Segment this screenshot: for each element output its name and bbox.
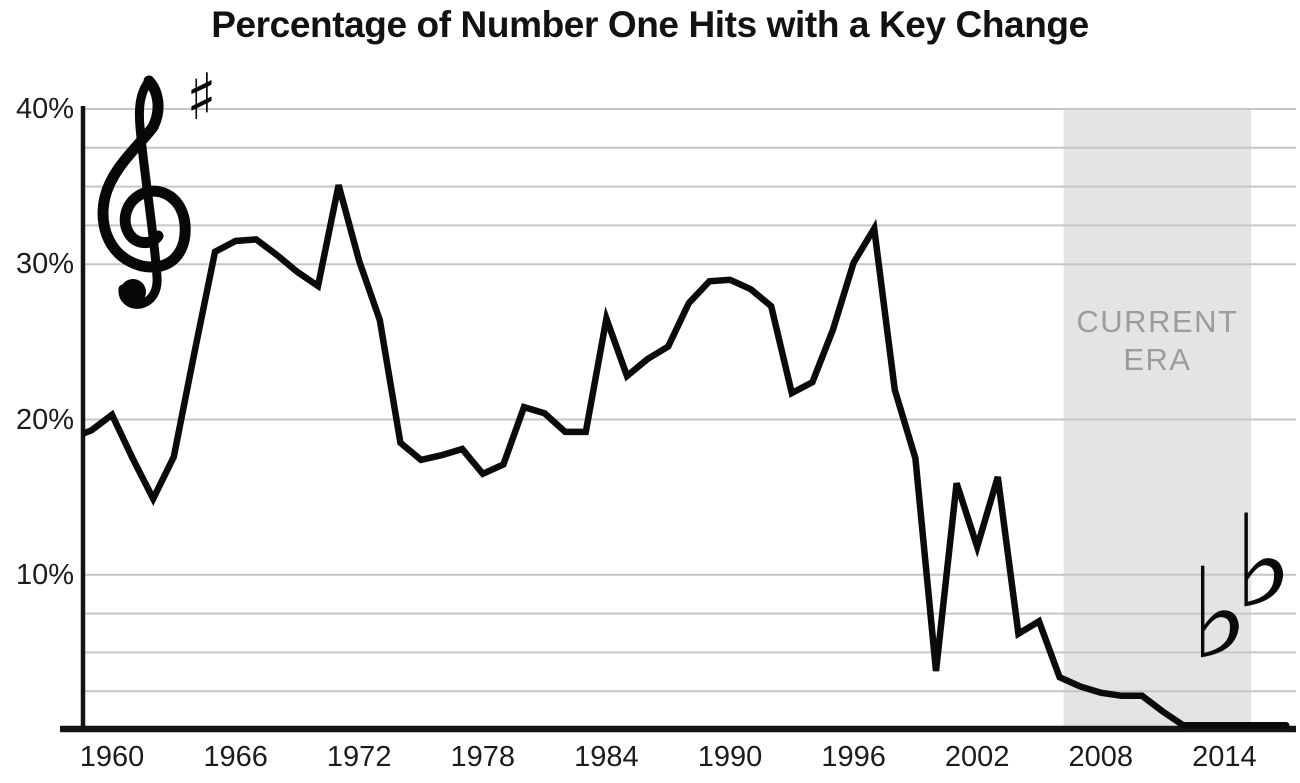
page-title: Percentage of Number One Hits with a Key…: [211, 4, 1089, 45]
key-change-data-line: [83, 184, 1290, 729]
x-axis-tick-label: 2014: [1192, 741, 1257, 773]
x-axis-tick-label: 1960: [79, 741, 145, 773]
y-axis-tick-label: 40%: [15, 93, 74, 125]
y-axis-tick-label: 20%: [15, 403, 74, 436]
flat-icon: ♭: [1190, 542, 1249, 687]
x-axis-tick-label: 2008: [1068, 741, 1134, 773]
current-era-band: [1063, 109, 1252, 727]
y-axis-tick-label: 30%: [15, 248, 74, 281]
current-era-label-line2: ERA: [1123, 342, 1192, 377]
current-era-label: CURRENT ERA: [1064, 303, 1251, 379]
x-axis-tick-label: 1978: [450, 741, 516, 773]
sharp-icon: ♯: [186, 61, 217, 135]
flat-icon: ♭: [1233, 488, 1294, 637]
x-axis-tick-label: 1972: [326, 741, 392, 773]
x-axis-tick-label: 1966: [203, 741, 268, 773]
x-axis-tick-label: 1996: [821, 741, 886, 773]
y-axis-tick-label: 10%: [15, 558, 74, 591]
treble-clef-icon: [97, 75, 191, 309]
current-era-label-line1: CURRENT: [1076, 304, 1239, 339]
x-axis-tick-label: 2002: [944, 741, 1010, 773]
x-axis-tick-label: 1984: [574, 741, 639, 773]
x-axis-tick-label: 1990: [697, 741, 763, 773]
